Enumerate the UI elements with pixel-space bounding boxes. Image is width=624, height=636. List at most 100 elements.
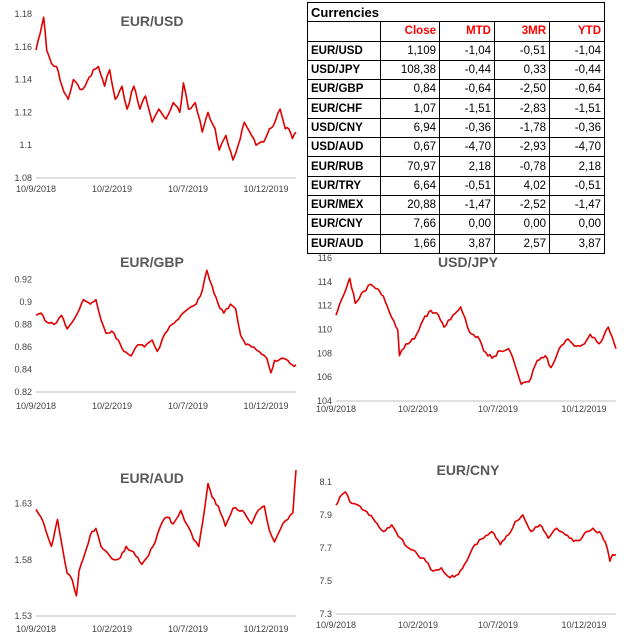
cell-mtd: 2,18 xyxy=(439,156,495,177)
row-name: EUR/CNY xyxy=(307,214,381,235)
cell-ytd: 2,18 xyxy=(549,156,605,177)
y-tick-label: 1.08 xyxy=(14,173,32,183)
y-tick-label: 1.63 xyxy=(14,499,32,509)
x-tick-label: 10/7/2019 xyxy=(168,184,208,194)
y-tick-label: 1.18 xyxy=(14,9,32,19)
cell-3mr: -2,93 xyxy=(494,137,550,158)
cell-mtd: -4,70 xyxy=(439,137,495,158)
y-tick-label: 114 xyxy=(318,277,332,287)
cell-ytd: -1,47 xyxy=(549,194,605,216)
chart-eurgbp-svg: EUR/GBP 0.92 0.9 0.88 0.86 0.84 0.82 10/9/201… xyxy=(14,254,297,411)
row-name: EUR/USD xyxy=(307,40,381,61)
row-name: EUR/GBP xyxy=(307,79,381,100)
y-tick-label: 1.58 xyxy=(14,555,32,565)
cell-3mr: 0,00 xyxy=(494,214,550,235)
chart-title: EUR/USD xyxy=(120,13,183,29)
cell-mtd: -1,04 xyxy=(439,40,495,61)
cell-close: 1,109 xyxy=(380,40,440,61)
y-tick-label: 7.9 xyxy=(319,510,332,520)
y-tick-label: 0.84 xyxy=(14,364,32,374)
table-row: EUR/CHF 1,07 -1,51 -2,83 -1,51 xyxy=(307,98,605,119)
chart-eurcny-svg: EUR/CNY 8.1 7.9 7.7 7.5 7.3 10/9/2018 10/2/20… xyxy=(316,462,617,630)
cell-3mr: -1,78 xyxy=(494,117,550,139)
x-axis: 10/9/2018 10/2/2019 10/7/2019 10/12/2019 xyxy=(316,404,607,414)
y-tick-label: 1.16 xyxy=(14,42,32,52)
y-tick-label: 8.1 xyxy=(319,477,332,487)
y-tick-label: 1.14 xyxy=(14,75,32,85)
y-tick-label: 106 xyxy=(317,372,332,382)
x-tick-label: 10/9/2018 xyxy=(316,404,356,414)
row-name: USD/AUD xyxy=(307,137,381,158)
cell-close: 0,67 xyxy=(380,137,440,158)
table-row: EUR/AUD 1,66 3,87 2,57 3,87 xyxy=(307,233,605,254)
cell-close: 7,66 xyxy=(380,214,440,235)
row-name: USD/CNY xyxy=(307,117,381,139)
cell-ytd: -0,64 xyxy=(549,79,605,100)
series-line-eurcny xyxy=(335,491,617,579)
y-axis: 1.63 1.58 1.53 xyxy=(14,499,32,621)
x-tick-label: 10/12/2019 xyxy=(561,404,606,414)
column-header-mtd: MTD xyxy=(439,21,495,42)
cell-close: 6,94 xyxy=(380,117,440,139)
x-tick-label: 10/12/2019 xyxy=(243,624,288,634)
cell-close: 108,38 xyxy=(380,59,440,81)
x-tick-label: 10/9/2018 xyxy=(316,620,356,630)
column-header-ytd: YTD xyxy=(549,21,605,42)
chart-usdjpy: USD/JPY 116 114 112 110 108 106 104 10/9/2018 1… xyxy=(308,240,622,416)
cell-mtd: 0,00 xyxy=(439,214,495,235)
x-tick-label: 10/2/2019 xyxy=(92,401,132,411)
y-tick-label: 112 xyxy=(318,301,332,311)
row-name: EUR/AUD xyxy=(307,233,381,254)
chart-eurusd: EUR/USD 1.18 1.16 1.14 1.12 1.1 1.08 10/9/201… xyxy=(2,2,300,198)
y-tick-label: 1.53 xyxy=(14,611,32,621)
currencies-table: Currencies Close MTD 3MR YTD EUR/USD 1,10… xyxy=(307,1,605,254)
column-header-close: Close xyxy=(380,21,440,42)
cell-mtd: -0,36 xyxy=(439,117,495,139)
row-name: EUR/CHF xyxy=(307,98,381,119)
y-axis: 1.18 1.16 1.14 1.12 1.1 1.08 xyxy=(14,9,32,183)
cell-ytd: -1,04 xyxy=(549,40,605,61)
cell-ytd: -0,36 xyxy=(549,117,605,139)
chart-title: USD/JPY xyxy=(438,254,499,270)
cell-close: 1,66 xyxy=(380,233,440,254)
x-tick-label: 10/7/2019 xyxy=(168,624,208,634)
cell-close: 0,84 xyxy=(380,79,440,100)
chart-euraud-svg: EUR/AUD 1.631.581.53 10/9/2018 10/2/2019 1… xyxy=(14,469,297,634)
cell-mtd: -1,51 xyxy=(439,98,495,119)
x-axis: 10/9/2018 10/2/2019 10/7/2019 10/12/2019 xyxy=(16,184,289,194)
cell-3mr: -0,51 xyxy=(494,40,550,61)
row-name: EUR/RUB xyxy=(307,156,381,177)
series-line-eurusd xyxy=(35,16,297,161)
x-tick-label: 10/9/2018 xyxy=(16,624,56,634)
table-title: Currencies xyxy=(307,1,605,23)
chart-euraud: EUR/AUD 1.63 1.58 1.53 10/9/2018 10/2/2019 1… xyxy=(2,458,300,636)
cell-3mr: -2,52 xyxy=(494,194,550,216)
cell-close: 20,88 xyxy=(380,194,440,216)
x-tick-label: 10/12/2019 xyxy=(243,401,288,411)
x-tick-label: 10/2/2019 xyxy=(92,184,132,194)
x-tick-label: 10/2/2019 xyxy=(398,404,438,414)
chart-title: EUR/GBP xyxy=(120,254,184,270)
table-row: USD/CNY 6,94 -0,36 -1,78 -0,36 xyxy=(307,117,605,139)
x-tick-label: 10/7/2019 xyxy=(478,620,518,630)
cell-mtd: -0,44 xyxy=(439,59,495,81)
cell-mtd: -0,51 xyxy=(439,175,495,196)
series-line-euraud xyxy=(35,469,297,597)
y-tick-label: 0.92 xyxy=(14,274,32,284)
cell-3mr: 0,33 xyxy=(494,59,550,81)
y-tick-label: 0.86 xyxy=(14,342,32,352)
y-tick-label: 0.88 xyxy=(14,319,32,329)
cell-close: 1,07 xyxy=(380,98,440,119)
table-title-row: Currencies xyxy=(307,1,605,23)
row-name: USD/JPY xyxy=(307,59,381,81)
cell-3mr: 4,02 xyxy=(494,175,550,196)
column-header-3mr: 3MR xyxy=(494,21,550,42)
x-tick-label: 10/9/2018 xyxy=(16,401,56,411)
cell-3mr: -2,83 xyxy=(494,98,550,119)
x-axis: 10/9/2018 10/2/2019 10/7/2019 10/12/2019 xyxy=(316,620,607,630)
table-row: EUR/RUB 70,97 2,18 -0,78 2,18 xyxy=(307,156,605,177)
table-row: EUR/GBP 0,84 -0,64 -2,50 -0,64 xyxy=(307,79,605,100)
x-tick-label: 10/2/2019 xyxy=(398,620,438,630)
y-tick-label: 7.3 xyxy=(319,609,332,619)
